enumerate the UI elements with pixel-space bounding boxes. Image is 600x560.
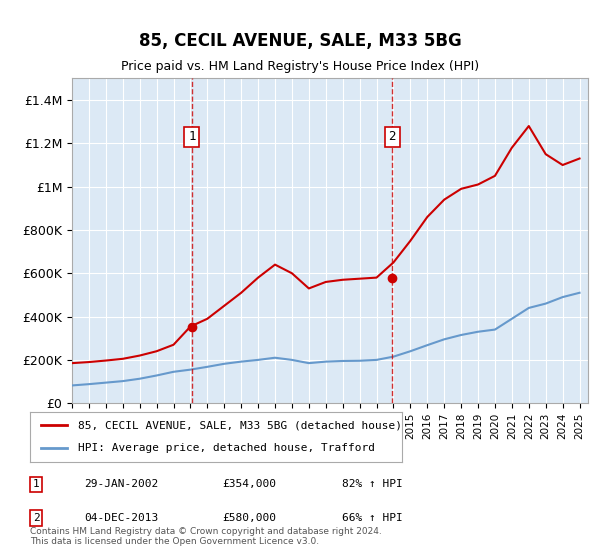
Text: 82% ↑ HPI: 82% ↑ HPI <box>342 479 403 489</box>
Text: £354,000: £354,000 <box>222 479 276 489</box>
Text: 85, CECIL AVENUE, SALE, M33 5BG (detached house): 85, CECIL AVENUE, SALE, M33 5BG (detache… <box>79 420 403 430</box>
Text: 2: 2 <box>32 513 40 523</box>
Text: £580,000: £580,000 <box>222 513 276 523</box>
Text: 2: 2 <box>388 130 396 143</box>
Text: 85, CECIL AVENUE, SALE, M33 5BG: 85, CECIL AVENUE, SALE, M33 5BG <box>139 32 461 50</box>
Text: 04-DEC-2013: 04-DEC-2013 <box>84 513 158 523</box>
Text: 1: 1 <box>32 479 40 489</box>
Text: 1: 1 <box>188 130 196 143</box>
Text: 66% ↑ HPI: 66% ↑ HPI <box>342 513 403 523</box>
Text: Contains HM Land Registry data © Crown copyright and database right 2024.
This d: Contains HM Land Registry data © Crown c… <box>30 526 382 546</box>
Text: Price paid vs. HM Land Registry's House Price Index (HPI): Price paid vs. HM Land Registry's House … <box>121 60 479 73</box>
Text: HPI: Average price, detached house, Trafford: HPI: Average price, detached house, Traf… <box>79 444 376 454</box>
Text: 29-JAN-2002: 29-JAN-2002 <box>84 479 158 489</box>
